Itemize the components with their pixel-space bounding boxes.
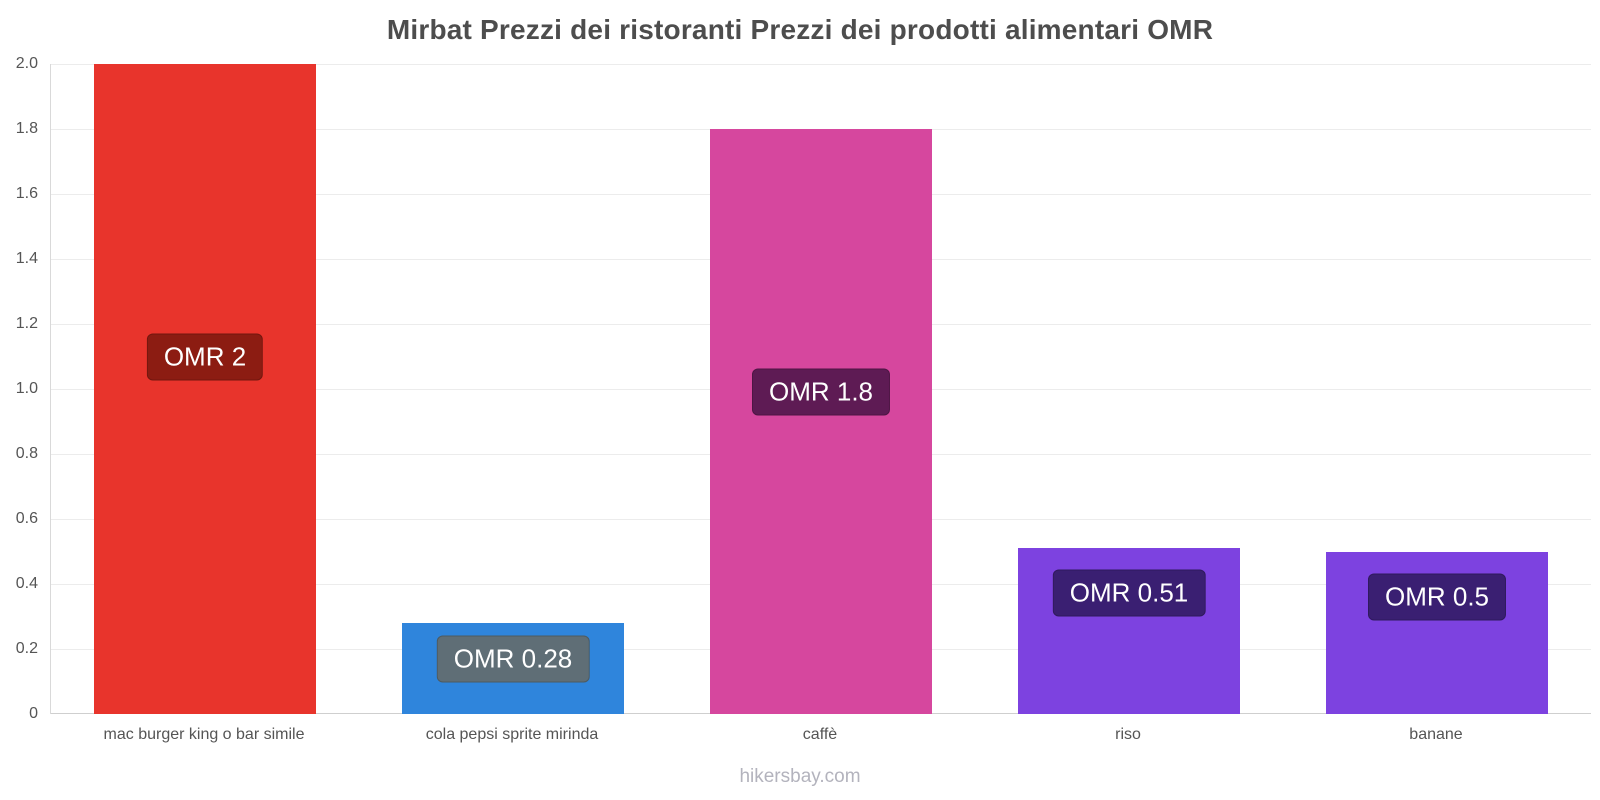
bar-3 — [710, 129, 932, 714]
y-tick-label: 1.4 — [15, 250, 38, 267]
y-tick-label: 1.2 — [15, 315, 38, 332]
x-category-label-5: banane — [1409, 726, 1463, 743]
chart-title: Mirbat Prezzi dei ristoranti Prezzi dei … — [386, 14, 1214, 45]
y-tick-label: 2.0 — [15, 55, 38, 72]
y-tick-label: 0 — [29, 705, 38, 722]
y-tick-label: 0.8 — [15, 445, 38, 462]
x-axis: mac burger king o bar simile cola pepsi s… — [50, 716, 1590, 744]
bar-value-label-5: OMR 0.5 — [1367, 573, 1507, 620]
footer-watermark: hikersbay.com — [739, 766, 861, 787]
plot-area: OMR 2 OMR 0.28 OMR 1.8 OMR 0.51 OMR 0.5 — [50, 64, 1591, 714]
y-tick-label: 0.6 — [15, 510, 38, 527]
x-category-label-3: caffè — [802, 726, 838, 743]
y-tick-label: 0.2 — [15, 640, 38, 657]
bar-value-label-4: OMR 0.51 — [1052, 569, 1206, 617]
y-tick-label: 1.0 — [15, 380, 38, 397]
x-category-label-4: riso — [1115, 726, 1141, 743]
bar-1 — [94, 64, 316, 714]
y-tick-label: 1.8 — [15, 120, 38, 137]
bar-value-label-1: OMR 2 — [146, 333, 264, 380]
bar-value-label-2: OMR 0.28 — [436, 635, 590, 683]
gridline — [51, 64, 1591, 65]
y-axis: 0 0.2 0.4 0.6 0.8 1.0 1.2 1.4 1.6 1.8 2.0 — [0, 56, 44, 722]
y-tick-label: 0.4 — [15, 575, 38, 592]
y-tick-label: 1.6 — [15, 185, 38, 202]
bar-value-label-3: OMR 1.8 — [751, 368, 891, 416]
x-category-label-1: mac burger king o bar simile — [103, 726, 305, 743]
x-category-label-2: cola pepsi sprite mirinda — [425, 726, 599, 743]
